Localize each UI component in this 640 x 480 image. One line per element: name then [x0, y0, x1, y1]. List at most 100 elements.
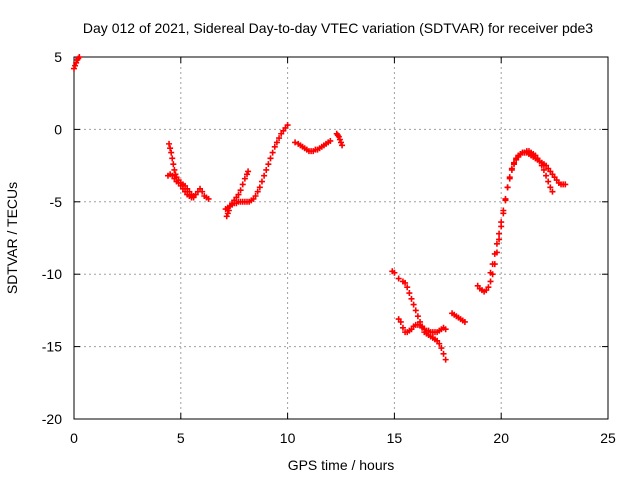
- data-point: [562, 181, 569, 188]
- y-tick-label: 0: [54, 121, 62, 137]
- data-point: [327, 137, 334, 144]
- data-point: [254, 188, 261, 195]
- data-point: [412, 307, 419, 314]
- plot-area-border: [73, 56, 609, 420]
- y-axis-ticks: -20 -15 -10 -5 0 5: [42, 49, 608, 427]
- grid-lines: [74, 57, 608, 419]
- data-point: [489, 261, 496, 268]
- x-tick-label: 15: [387, 430, 403, 446]
- data-point: [543, 172, 550, 179]
- data-point: [225, 207, 232, 214]
- data-point: [402, 279, 409, 286]
- x-tick-label: 5: [177, 430, 185, 446]
- data-point: [71, 65, 77, 72]
- data-point: [338, 139, 344, 146]
- data-point: [170, 161, 177, 168]
- data-point: [506, 175, 513, 182]
- data-point: [498, 219, 505, 226]
- data-point: [252, 193, 259, 200]
- data-point: [256, 184, 263, 191]
- data-point: [442, 356, 449, 363]
- y-tick-label: -5: [50, 194, 63, 210]
- data-point: [168, 149, 175, 156]
- data-point: [540, 166, 547, 173]
- data-point: [549, 188, 556, 195]
- data-point: [442, 326, 449, 333]
- data-point: [167, 145, 174, 152]
- data-point: [508, 166, 515, 173]
- data-point: [547, 184, 554, 191]
- data-point: [235, 191, 242, 198]
- data-point: [440, 350, 447, 357]
- data-point: [487, 278, 494, 285]
- data-point: [205, 195, 212, 202]
- data-point: [414, 313, 421, 320]
- data-point: [504, 184, 511, 191]
- data-point: [339, 142, 346, 149]
- data-point: [391, 269, 398, 276]
- data-point: [397, 318, 404, 325]
- data-point: [265, 161, 272, 168]
- data-point: [284, 122, 291, 129]
- data-point: [496, 236, 503, 243]
- data-point: [190, 194, 197, 201]
- data-point: [335, 133, 342, 140]
- data-point: [171, 166, 178, 173]
- data-point: [271, 143, 278, 150]
- y-tick-label: 5: [54, 49, 62, 65]
- data-point: [241, 175, 248, 182]
- x-tick-label: 0: [70, 430, 78, 446]
- data-point: [269, 149, 276, 156]
- data-point: [399, 324, 406, 331]
- data-point: [166, 140, 173, 147]
- data-point: [491, 250, 498, 257]
- data-point: [263, 166, 270, 173]
- data-point: [199, 188, 206, 195]
- data-point: [404, 284, 411, 291]
- x-tick-label: 25: [600, 430, 616, 446]
- data-point: [292, 139, 299, 146]
- data-point: [408, 295, 415, 302]
- data-point: [224, 210, 231, 217]
- data-point: [410, 301, 417, 308]
- data-point: [239, 181, 246, 188]
- data-point: [172, 171, 179, 178]
- data-point: [276, 135, 283, 142]
- data-point: [237, 187, 244, 194]
- data-point: [496, 230, 503, 237]
- x-axis-ticks: 0 5 10 15 20 25: [70, 57, 616, 446]
- data-point: [261, 172, 268, 179]
- x-axis-label: GPS time / hours: [288, 457, 395, 473]
- data-point: [169, 155, 176, 162]
- data-point: [395, 275, 402, 282]
- data-point: [223, 213, 230, 220]
- data-point: [438, 345, 445, 352]
- y-tick-label: -10: [42, 266, 62, 282]
- data-point: [511, 161, 518, 168]
- data-point: [436, 340, 443, 347]
- data-point: [244, 171, 251, 178]
- chart-title: Day 012 of 2021, Sidereal Day-to-day VTE…: [83, 20, 593, 36]
- data-point: [493, 240, 500, 247]
- data-points: [71, 54, 569, 363]
- data-point: [502, 195, 509, 202]
- data-point: [500, 207, 507, 214]
- x-tick-label: 10: [280, 430, 296, 446]
- y-axis-label: SDTVAR / TECUs: [4, 182, 20, 294]
- y-tick-label: -15: [42, 339, 62, 355]
- y-tick-label: -20: [42, 411, 62, 427]
- data-point: [273, 139, 280, 146]
- data-point: [545, 178, 552, 185]
- data-point: [245, 168, 252, 175]
- data-point: [76, 54, 83, 60]
- x-tick-label: 20: [493, 430, 509, 446]
- data-point: [267, 155, 274, 162]
- data-point: [487, 269, 494, 276]
- data-point: [485, 284, 492, 291]
- data-point: [406, 290, 413, 297]
- data-point: [73, 59, 80, 66]
- data-point: [72, 62, 79, 69]
- data-point: [461, 318, 468, 325]
- data-point: [258, 178, 265, 185]
